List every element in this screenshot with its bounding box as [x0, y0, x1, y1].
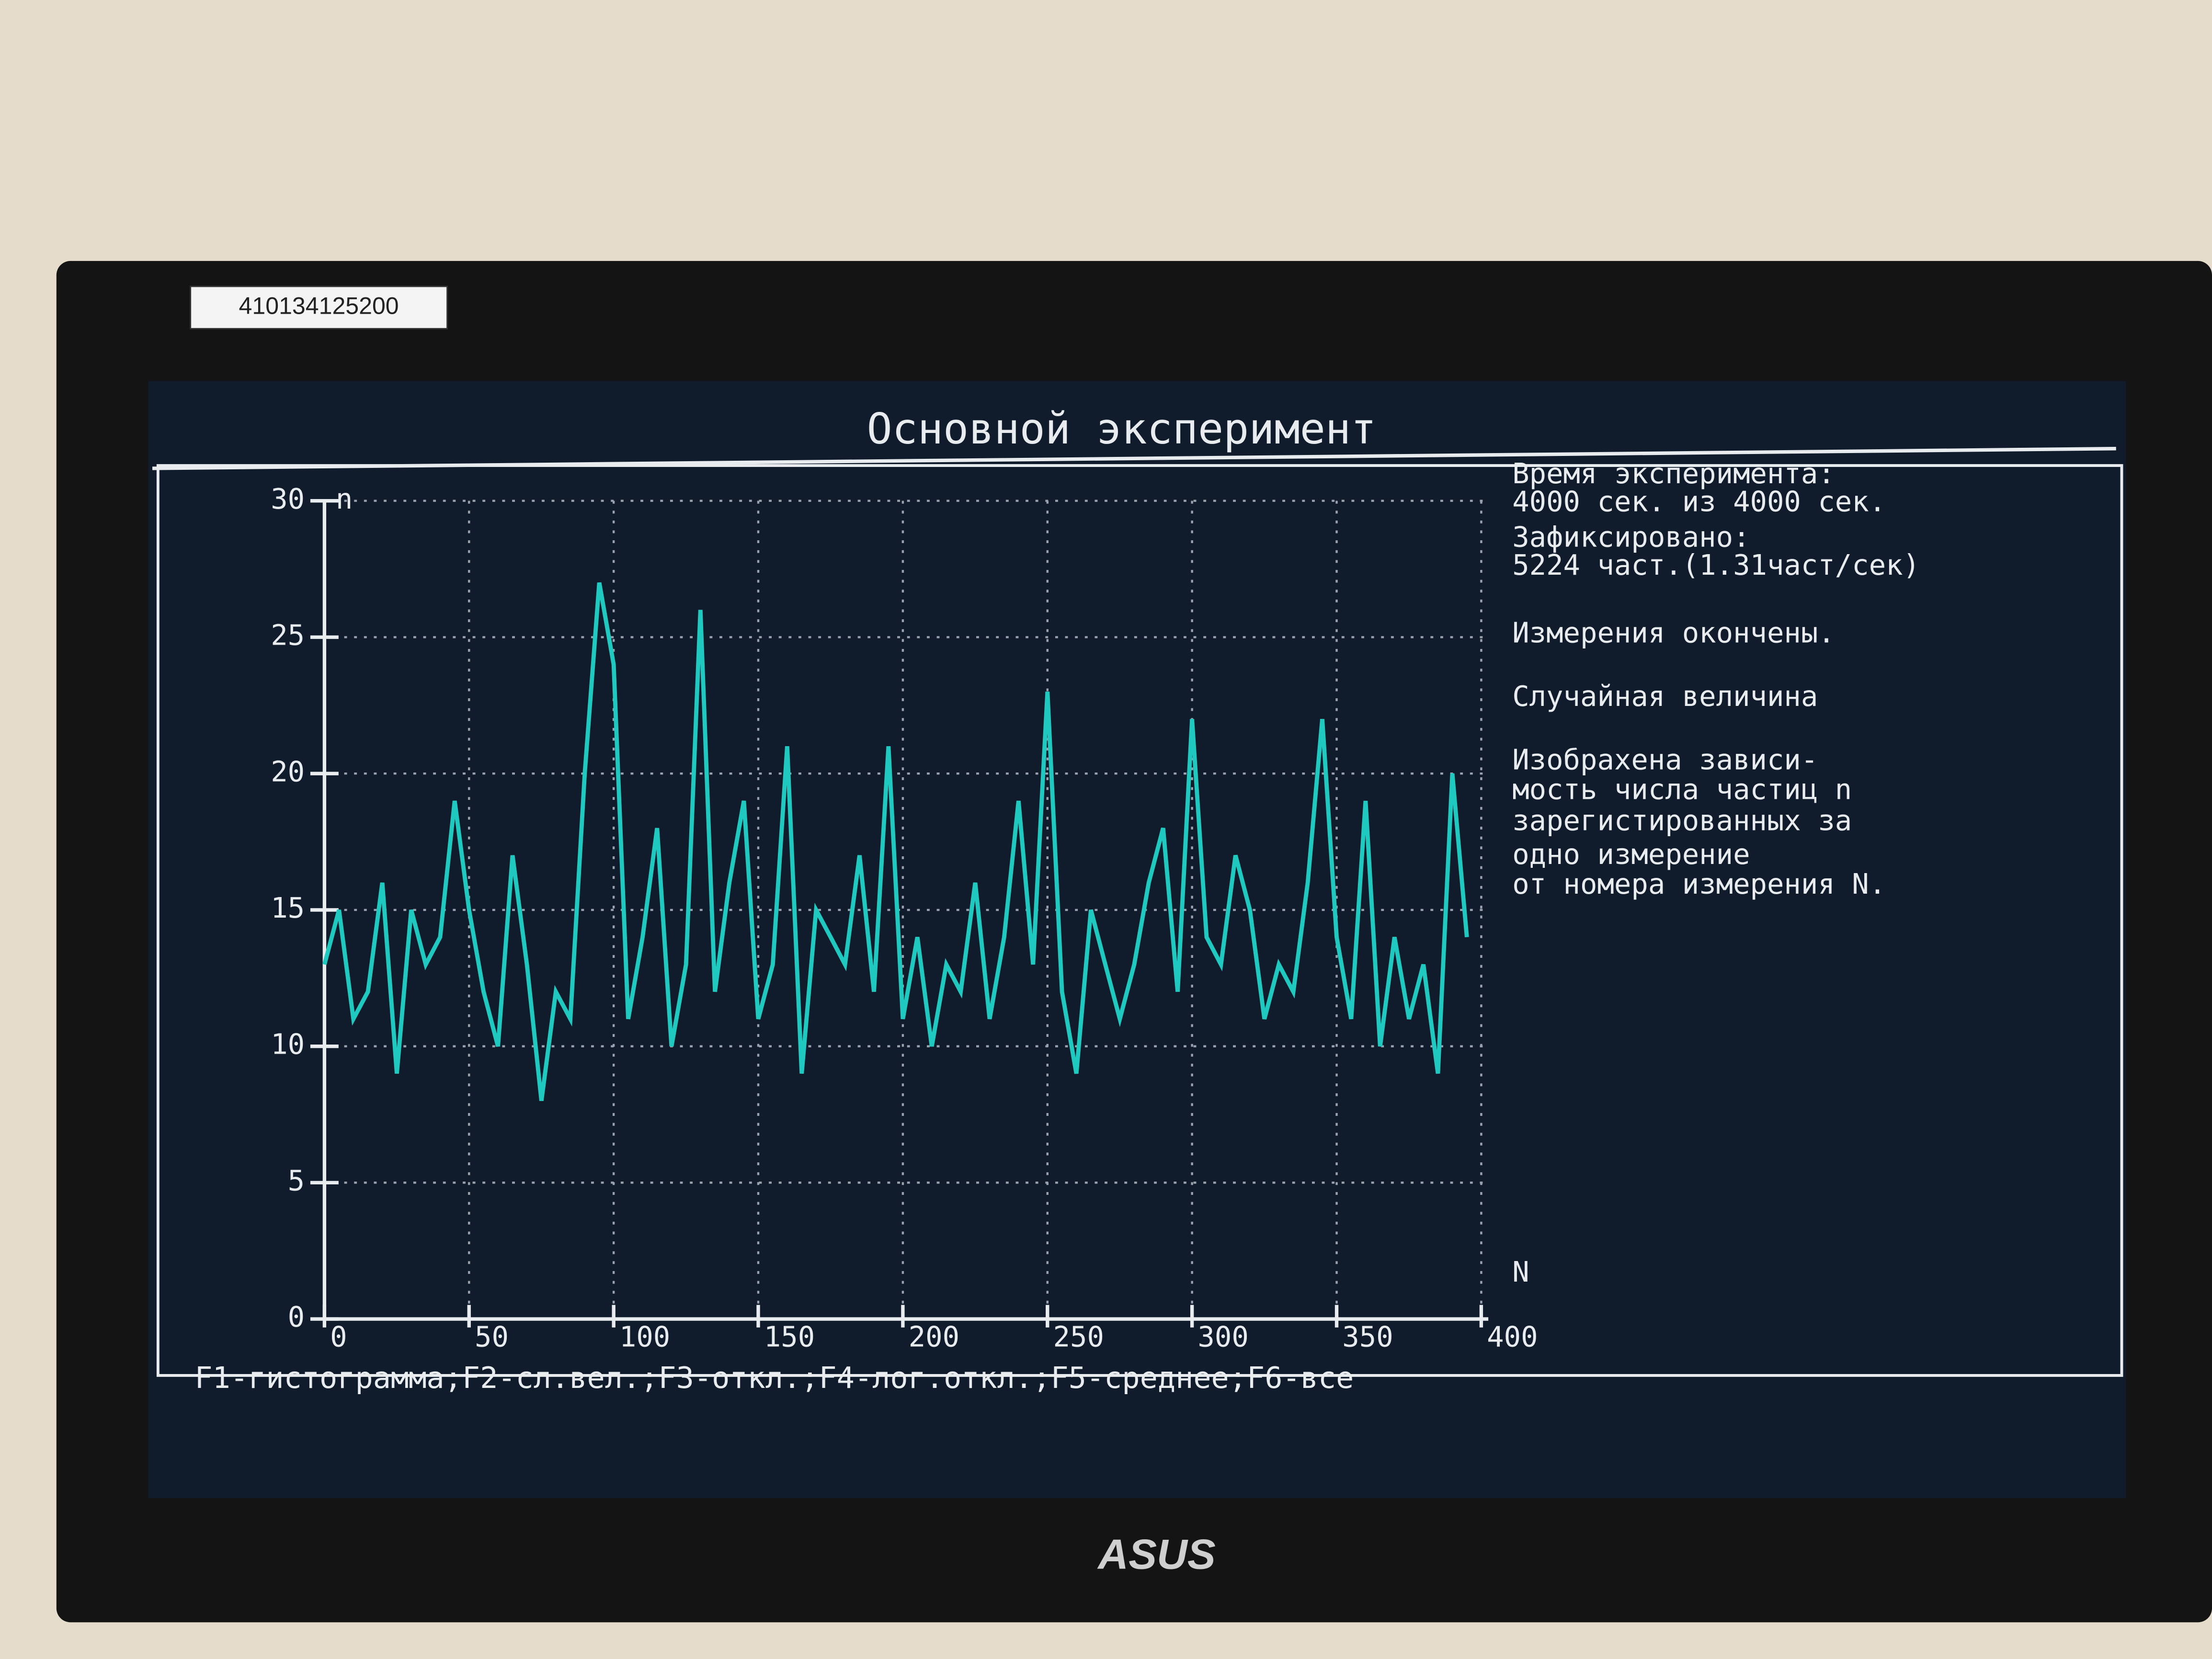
y-tick-label: 0	[288, 1300, 305, 1333]
x-tick-label: 200	[909, 1320, 959, 1353]
info-text: от номера измерения N.	[1512, 867, 1886, 900]
info-text: Зафиксировано:	[1512, 520, 1750, 553]
chart-title: Основной эксперимент	[867, 404, 1376, 454]
brand-logo: ASUS	[1097, 1530, 1216, 1578]
x-tick-label: 400	[1487, 1320, 1538, 1353]
x-tick-label: 150	[764, 1320, 815, 1353]
info-text: Время эксперимента:	[1512, 457, 1835, 490]
frame	[156, 464, 2123, 1377]
y-axis-label: n	[336, 482, 353, 515]
sticker	[190, 285, 448, 330]
x-tick-label: 300	[1197, 1320, 1248, 1353]
info-text: 5224 част.(1.31част/сек)	[1512, 548, 1920, 581]
y-tick-label: 5	[288, 1164, 305, 1197]
x-tick-label: 50	[475, 1320, 509, 1353]
y-tick-label: 15	[271, 891, 305, 924]
x-tick-label: 250	[1053, 1320, 1104, 1353]
info-text: одно измерение	[1512, 838, 1750, 871]
info-text: Случайная величина	[1512, 680, 1818, 713]
info-text: 4000 сек. из 4000 сек.	[1512, 485, 1886, 518]
y-tick-label: 25	[271, 619, 305, 652]
info-text: мость числа частиц n	[1512, 773, 1852, 806]
x-tick-label: 350	[1342, 1320, 1393, 1353]
footer-keys: F1-гистограмма;F2-сл.вел.;F3-откл.;F4-ло…	[194, 1361, 1354, 1395]
data-line	[322, 582, 1469, 1102]
y-tick-label: 10	[271, 1028, 305, 1061]
x-tick-label: 0	[330, 1320, 347, 1353]
info-text: Изобрахена зависи-	[1512, 743, 1818, 776]
y-tick-label: 20	[271, 755, 305, 788]
sticker-text: 410134125200	[239, 292, 399, 319]
y-tick-label: 30	[271, 482, 305, 515]
info-text: Измерения окончены.	[1512, 616, 1835, 649]
info-text: зарегистированных за	[1512, 804, 1852, 837]
x-tick-label: 100	[619, 1320, 670, 1353]
x-axis-label: N	[1512, 1255, 1529, 1288]
